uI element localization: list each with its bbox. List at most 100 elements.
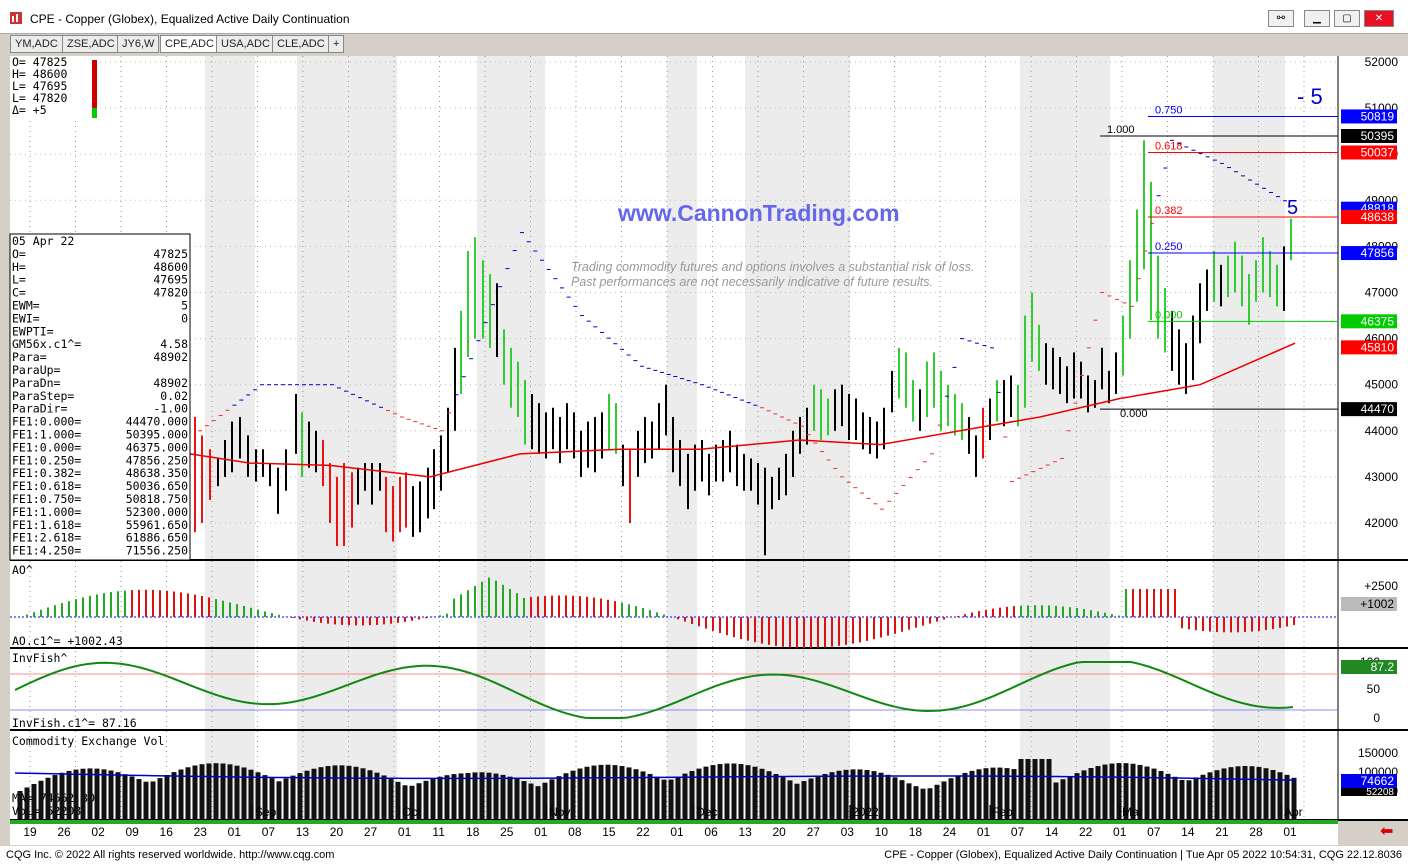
tab-usa[interactable]: USA,ADC bbox=[216, 35, 275, 53]
volume-bar bbox=[1039, 759, 1045, 819]
minimize-button[interactable]: ▁ bbox=[1304, 10, 1330, 27]
volume-bar bbox=[773, 774, 779, 819]
ohlc-l: L= 47695 bbox=[12, 79, 67, 93]
date-label: 27 bbox=[364, 825, 378, 839]
info-label: FE1:1.000= bbox=[12, 505, 81, 519]
date-label: 01 bbox=[398, 825, 412, 839]
volume-bar bbox=[178, 769, 184, 819]
date-label: 07 bbox=[262, 825, 276, 839]
month-label: Sep bbox=[255, 805, 277, 819]
invfish-value-label: InvFish.c1^= 87.16 bbox=[12, 716, 137, 730]
ohlc-box bbox=[10, 56, 92, 120]
volume-bar bbox=[52, 775, 58, 819]
volume-bar bbox=[780, 777, 786, 819]
window-title: CPE - Copper (Globex), Equalized Active … bbox=[30, 12, 350, 26]
volume-bar bbox=[920, 788, 926, 819]
volume-bar bbox=[1242, 765, 1248, 819]
tab-cpe[interactable]: CPE,ADC bbox=[160, 35, 219, 53]
date-label: 13 bbox=[296, 825, 310, 839]
date-label: 07 bbox=[1011, 825, 1025, 839]
volume-bar bbox=[199, 764, 205, 819]
volume-bar bbox=[430, 778, 436, 819]
price-tag-label: 44470 bbox=[1361, 402, 1395, 416]
info-value: 61886.650 bbox=[126, 531, 188, 545]
close-button[interactable]: ✕ bbox=[1364, 10, 1394, 27]
volume-bar bbox=[59, 772, 65, 819]
volume-bar bbox=[696, 768, 702, 819]
tab-zse[interactable]: ZSE,ADC bbox=[62, 35, 120, 53]
month-label: Apr bbox=[1284, 805, 1303, 819]
date-label: 20 bbox=[773, 825, 787, 839]
info-label: FE1:2.618= bbox=[12, 531, 81, 545]
date-label: 02 bbox=[91, 825, 105, 839]
volume-bar bbox=[423, 780, 429, 819]
volume-bar bbox=[976, 769, 982, 819]
info-label: EWPTI= bbox=[12, 324, 54, 338]
date-label: 10 bbox=[875, 825, 889, 839]
volume-bar bbox=[822, 773, 828, 819]
volume-bar bbox=[738, 764, 744, 819]
date-label: 07 bbox=[1147, 825, 1161, 839]
volume-bar bbox=[612, 765, 618, 819]
volume-bar bbox=[1207, 772, 1213, 819]
volume-bar bbox=[325, 766, 331, 819]
volume-ma-tag bbox=[1341, 774, 1397, 788]
volume-bar bbox=[892, 777, 898, 819]
volume-bar bbox=[143, 781, 149, 819]
volume-bar bbox=[185, 767, 191, 819]
chart-area[interactable]: 5200051000500004900048000470004600045000… bbox=[0, 55, 1408, 845]
add-tab-button[interactable]: + bbox=[328, 35, 345, 53]
volume-bar bbox=[934, 784, 940, 819]
tab-jy6[interactable]: JY6,W bbox=[117, 35, 160, 53]
volume-bar bbox=[164, 774, 170, 819]
info-value: 55961.650 bbox=[126, 518, 188, 532]
volume-title: Commodity Exchange Vol bbox=[12, 734, 164, 748]
volume-bar bbox=[626, 767, 632, 819]
info-value: 0.02 bbox=[160, 389, 188, 403]
fib-level-label: 0.250 bbox=[1155, 241, 1183, 253]
month-band bbox=[667, 56, 697, 820]
ohlc-d: Δ= +5 bbox=[12, 103, 47, 117]
volume-bar bbox=[1025, 759, 1031, 819]
volume-bar bbox=[129, 776, 135, 819]
volume-bar bbox=[1256, 766, 1262, 819]
price-tag-label: 46375 bbox=[1361, 314, 1395, 328]
volume-bar bbox=[1284, 774, 1290, 819]
volume-bar bbox=[864, 770, 870, 819]
volume-bar bbox=[66, 770, 72, 819]
volume-bar bbox=[871, 771, 877, 819]
month-label: Dec bbox=[696, 805, 717, 819]
volume-bar bbox=[1214, 770, 1220, 819]
info-value: 48600 bbox=[153, 260, 188, 274]
price-tag bbox=[1341, 402, 1397, 417]
date-label: 23 bbox=[194, 825, 208, 839]
volume-bar bbox=[416, 783, 422, 819]
volume-bar bbox=[234, 765, 240, 819]
info-label: FE1:0.000= bbox=[12, 440, 81, 454]
volume-bar bbox=[703, 766, 709, 819]
ohlc-h: H= 48600 bbox=[12, 67, 67, 81]
tab-ym[interactable]: YM,ADC bbox=[10, 35, 63, 53]
maximize-button[interactable]: ▢ bbox=[1334, 10, 1360, 27]
volume-bar bbox=[388, 778, 394, 819]
volume-bar bbox=[605, 764, 611, 819]
volume-bar bbox=[1291, 777, 1297, 819]
price-axis-panel bbox=[1338, 56, 1408, 820]
volume-bar bbox=[80, 768, 86, 819]
price-tag bbox=[1341, 128, 1397, 143]
volume-bar bbox=[311, 768, 317, 819]
date-label: 26 bbox=[57, 825, 71, 839]
info-value: 48902 bbox=[153, 350, 188, 364]
tab-cle[interactable]: CLE,ADC bbox=[272, 35, 330, 53]
volume-bar bbox=[647, 773, 653, 819]
volume-bar bbox=[1158, 771, 1164, 819]
fib-level-label: 0.382 bbox=[1155, 205, 1183, 217]
month-band bbox=[745, 56, 850, 820]
date-label: 01 bbox=[670, 825, 684, 839]
volume-bar bbox=[486, 772, 492, 819]
volume-bar bbox=[948, 778, 954, 819]
link-icon[interactable]: ⚯ bbox=[1268, 10, 1294, 27]
volume-bar bbox=[150, 781, 156, 819]
price-tick: 44000 bbox=[1365, 424, 1399, 438]
date-label: 24 bbox=[943, 825, 957, 839]
